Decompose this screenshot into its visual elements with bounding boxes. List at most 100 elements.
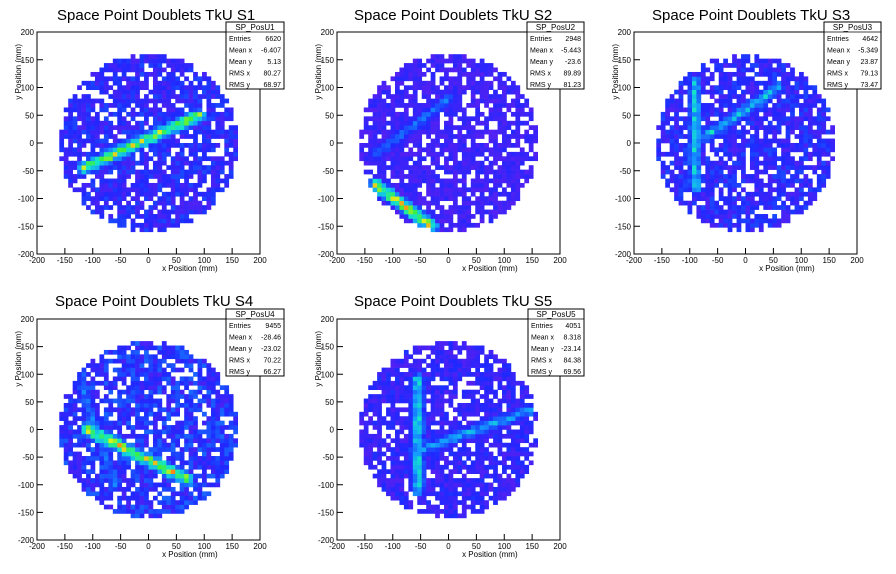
- heatmap-cell: [408, 407, 414, 413]
- heatmap-cell: [732, 63, 737, 68]
- heatmap-cell: [130, 147, 136, 153]
- heatmap-cell: [81, 367, 87, 373]
- heatmap-cell: [745, 227, 751, 233]
- heatmap-cell: [390, 196, 396, 202]
- heatmap-cell: [444, 89, 449, 95]
- heatmap-cell: [466, 147, 472, 153]
- heatmap-cell: [117, 438, 123, 444]
- heatmap-cell: [767, 63, 773, 68]
- heatmap-cell: [228, 425, 234, 430]
- heatmap-cell: [170, 89, 176, 95]
- heatmap-cell: [103, 473, 109, 479]
- heatmap-cell: [790, 76, 795, 82]
- heatmap-cell: [386, 134, 391, 139]
- heatmap-cell: [193, 125, 198, 130]
- heatmap-cell: [444, 354, 449, 360]
- heatmap-cell: [394, 138, 400, 144]
- heatmap-cell: [166, 89, 172, 95]
- heatmap-cell: [117, 67, 123, 73]
- heatmap-cell: [210, 85, 216, 91]
- heatmap-cell: [745, 209, 751, 215]
- heatmap-cell: [421, 482, 427, 488]
- heatmap-cell: [390, 107, 396, 113]
- heatmap-cell: [457, 349, 463, 355]
- heatmap-cell: [108, 151, 114, 157]
- heatmap-cell: [749, 191, 755, 197]
- heatmap-cell: [475, 182, 481, 188]
- heatmap-cell: [448, 402, 454, 408]
- heatmap-cell: [188, 182, 194, 188]
- heatmap-cell: [86, 98, 91, 104]
- heatmap-cell: [403, 394, 409, 399]
- heatmap-cell: [152, 103, 158, 108]
- heatmap-cell: [233, 138, 238, 144]
- heatmap-cell: [63, 107, 69, 113]
- heatmap-cell: [228, 420, 234, 426]
- heatmap-cell: [68, 464, 73, 470]
- heatmap-cell: [175, 504, 181, 510]
- heatmap-cell: [435, 67, 440, 73]
- heatmap-cell: [803, 151, 809, 157]
- heatmap-cell: [184, 469, 189, 474]
- heatmap-cell: [439, 429, 445, 435]
- heatmap-cell: [161, 416, 167, 421]
- heatmap-cell: [461, 54, 467, 59]
- heatmap-cell: [157, 147, 163, 153]
- heatmap-cell: [484, 103, 489, 108]
- heatmap-cell: [157, 200, 163, 206]
- heatmap-cell: [135, 425, 140, 430]
- heatmap-cell: [157, 134, 163, 139]
- heatmap-cell: [381, 372, 387, 377]
- heatmap-cell: [426, 438, 431, 444]
- heatmap-cell: [157, 509, 163, 514]
- heatmap-cell: [139, 363, 145, 368]
- stats-row-label: RMS x: [827, 71, 849, 78]
- heatmap-cell: [660, 111, 666, 117]
- heatmap-cell: [741, 200, 746, 206]
- heatmap-cell: [727, 125, 733, 130]
- heatmap-cell: [386, 389, 391, 395]
- heatmap-cell: [781, 169, 786, 175]
- heatmap-cell: [705, 200, 711, 206]
- heatmap-cell: [439, 147, 445, 153]
- heatmap-cell: [170, 429, 176, 435]
- heatmap-cell: [63, 394, 69, 399]
- heatmap-cell: [166, 138, 172, 144]
- heatmap-cell: [403, 205, 409, 210]
- heatmap-cell: [674, 125, 679, 130]
- heatmap-cell: [732, 169, 737, 175]
- heatmap-cell: [381, 160, 387, 166]
- heatmap-cell: [488, 116, 494, 122]
- heatmap-cell: [130, 354, 136, 360]
- heatmap-cell: [170, 178, 176, 184]
- heatmap-cell: [776, 196, 782, 202]
- heatmap-cell: [161, 54, 167, 59]
- heatmap-cell: [94, 416, 100, 421]
- heatmap-cell: [161, 469, 167, 474]
- heatmap-cell: [727, 98, 733, 104]
- heatmap-cell: [799, 191, 804, 197]
- heatmap-cell: [510, 156, 516, 162]
- heatmap-cell: [121, 174, 127, 179]
- heatmap-cell: [399, 473, 405, 479]
- heatmap-cell: [439, 385, 445, 391]
- heatmap-cell: [121, 182, 127, 188]
- heatmap-cell: [709, 125, 715, 130]
- heatmap-cell: [435, 464, 440, 470]
- heatmap-cell: [193, 120, 198, 126]
- heatmap-cell: [210, 420, 216, 426]
- heatmap-cell: [767, 71, 773, 77]
- heatmap-cell: [466, 367, 472, 373]
- heatmap-cell: [439, 473, 445, 479]
- heatmap-cell: [68, 107, 73, 113]
- heatmap-cell: [394, 120, 400, 126]
- heatmap-cell: [103, 380, 109, 386]
- heatmap-cell: [390, 473, 396, 479]
- heatmap-cell: [448, 438, 454, 444]
- heatmap-cell: [705, 174, 711, 179]
- heatmap-cell: [479, 178, 485, 184]
- x-tick-label: -200: [329, 256, 346, 265]
- heatmap-cell: [763, 103, 769, 108]
- heatmap-cell: [68, 442, 73, 448]
- heatmap-cell: [108, 442, 114, 448]
